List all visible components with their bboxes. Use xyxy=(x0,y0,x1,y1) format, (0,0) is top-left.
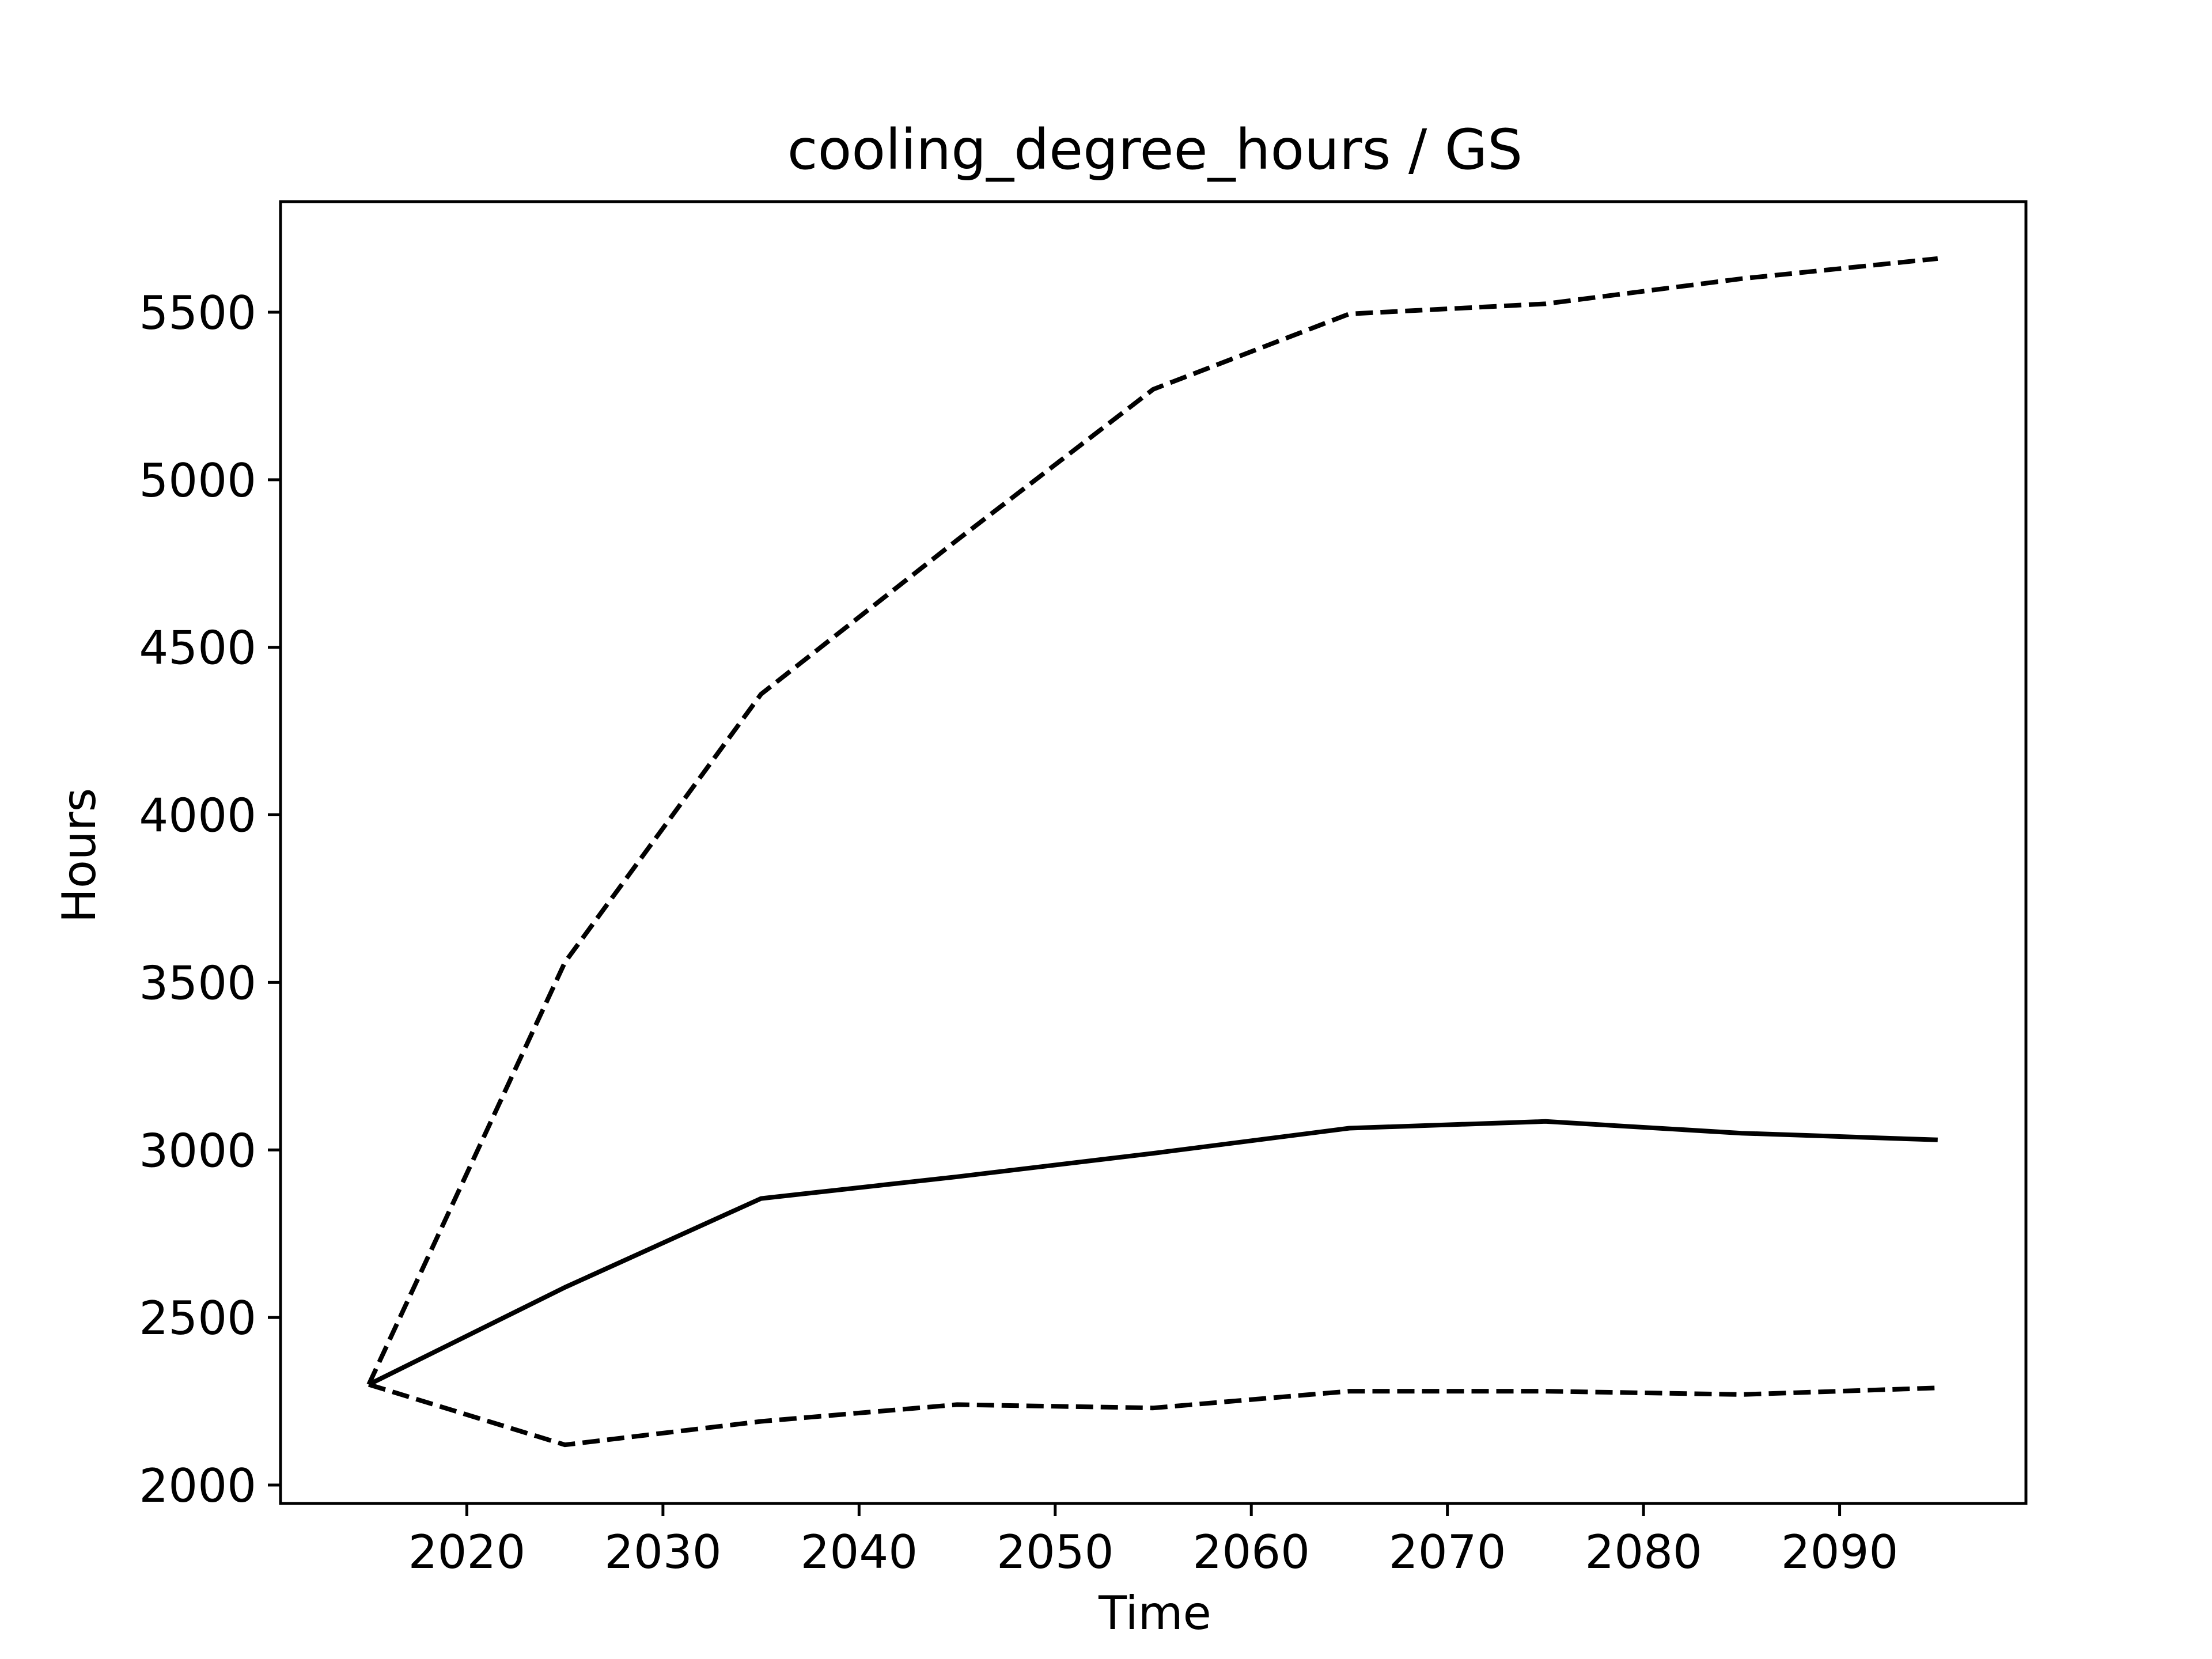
y-tick-label: 5500 xyxy=(139,286,256,340)
x-tick-label: 2030 xyxy=(604,1525,722,1579)
x-tick-label: 2090 xyxy=(1781,1525,1899,1579)
y-axis-label: Hours xyxy=(52,788,106,923)
plot-frame xyxy=(279,200,2028,1505)
chart-title: cooling_degree_hours / GS xyxy=(787,118,1522,182)
x-tick-label: 2070 xyxy=(1389,1525,1506,1579)
x-tick-label: 2060 xyxy=(1192,1525,1310,1579)
y-tick-label: 4000 xyxy=(139,789,256,843)
x-tick-label: 2020 xyxy=(408,1525,526,1579)
y-tick-label: 3500 xyxy=(139,956,256,1010)
series-line-upper xyxy=(366,256,1938,1386)
x-axis-label: Time xyxy=(1098,1586,1211,1640)
series-line-lower xyxy=(368,1382,1938,1448)
y-tick-label: 2000 xyxy=(139,1459,256,1513)
x-tick-label: 2050 xyxy=(997,1525,1114,1579)
plot-marks: 2020 2030 2040 2050 2060 2070 2080 2090 2000 2500… xyxy=(139,256,1938,1579)
series-line-median xyxy=(368,1119,1938,1387)
y-tick-label: 4500 xyxy=(139,622,256,675)
y-tick-label: 2500 xyxy=(139,1291,256,1345)
x-tick-label: 2040 xyxy=(801,1525,918,1579)
x-tick-label: 2080 xyxy=(1585,1525,1702,1579)
y-tick-label: 3000 xyxy=(139,1124,256,1177)
y-tick-label: 5000 xyxy=(139,454,256,507)
